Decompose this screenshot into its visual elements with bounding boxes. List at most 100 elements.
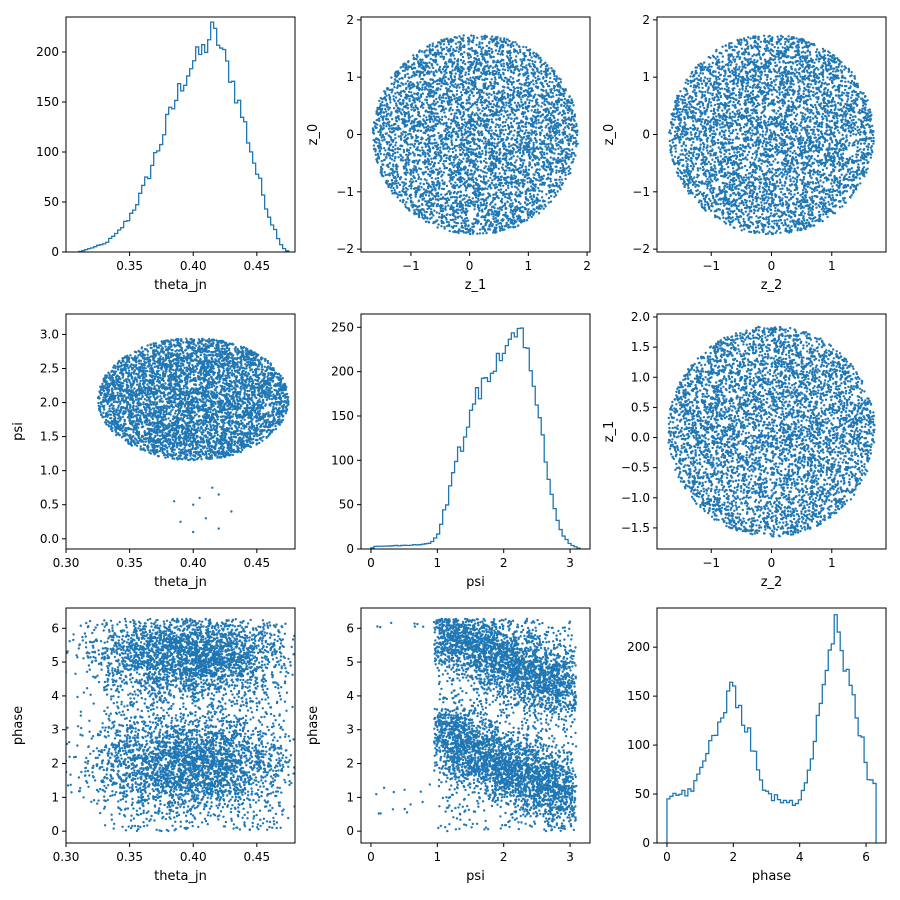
scatter-point bbox=[507, 186, 510, 190]
scatter-point bbox=[480, 130, 483, 133]
scatter-point bbox=[535, 132, 538, 136]
scatter-point bbox=[461, 61, 465, 64]
scatter-point bbox=[466, 109, 470, 112]
scatter-point bbox=[402, 118, 406, 122]
scatter-point bbox=[482, 193, 485, 196]
scatter-point bbox=[479, 124, 482, 127]
scatter-point bbox=[497, 105, 500, 108]
scatter-point bbox=[372, 138, 375, 142]
scatter-point bbox=[575, 124, 578, 128]
scatter-point bbox=[455, 46, 458, 49]
scatter-point bbox=[538, 131, 542, 134]
scatter-point bbox=[392, 152, 395, 156]
scatter-point bbox=[562, 110, 565, 114]
scatter-point bbox=[474, 101, 477, 104]
scatter-point bbox=[529, 117, 532, 121]
scatter-point bbox=[444, 197, 448, 201]
scatter-point bbox=[534, 139, 538, 142]
scatter-point bbox=[498, 229, 502, 232]
scatter-point bbox=[381, 133, 385, 137]
scatter-point bbox=[409, 169, 413, 172]
scatter-point bbox=[514, 225, 517, 229]
scatter-point bbox=[555, 169, 558, 172]
scatter-point bbox=[467, 78, 470, 82]
scatter-point bbox=[444, 76, 447, 79]
scatter-point bbox=[428, 149, 432, 152]
scatter-point bbox=[520, 219, 523, 222]
scatter-point bbox=[467, 37, 471, 41]
scatter-point bbox=[559, 124, 563, 127]
scatter-point bbox=[517, 200, 521, 204]
scatter-point bbox=[426, 45, 429, 48]
scatter-point bbox=[438, 69, 441, 72]
scatter-point bbox=[470, 91, 474, 94]
scatter-point bbox=[448, 190, 451, 193]
scatter-point bbox=[441, 179, 444, 182]
scatter-point bbox=[412, 106, 415, 109]
scatter-point bbox=[547, 176, 550, 179]
scatter-point bbox=[493, 80, 496, 84]
scatter-point bbox=[428, 213, 432, 216]
scatter-point bbox=[526, 144, 529, 148]
scatter-point bbox=[456, 155, 459, 159]
scatter-point bbox=[499, 207, 502, 211]
scatter-point bbox=[521, 173, 525, 176]
scatter-point bbox=[573, 113, 577, 116]
scatter-point bbox=[452, 165, 455, 169]
scatter-point bbox=[483, 107, 486, 111]
scatter-point bbox=[494, 217, 497, 220]
scatter-point bbox=[383, 171, 386, 174]
scatter-point bbox=[492, 193, 495, 196]
scatter-point bbox=[393, 86, 396, 89]
scatter-point bbox=[473, 159, 476, 163]
scatter-point bbox=[476, 214, 480, 217]
scatter-point bbox=[406, 155, 409, 159]
scatter-point bbox=[483, 181, 486, 184]
scatter-point bbox=[487, 85, 490, 88]
scatter-point bbox=[476, 51, 479, 55]
scatter-point bbox=[385, 164, 389, 167]
scatter-point bbox=[533, 110, 536, 114]
scatter-point bbox=[467, 107, 471, 111]
scatter-point bbox=[408, 129, 412, 132]
scatter-point bbox=[406, 197, 409, 200]
scatter-point bbox=[464, 71, 467, 74]
scatter-point bbox=[549, 180, 552, 183]
scatter-point bbox=[508, 158, 511, 161]
scatter-point bbox=[395, 75, 399, 78]
scatter-point bbox=[477, 109, 480, 112]
scatter-point bbox=[433, 74, 436, 77]
scatter-point bbox=[435, 119, 439, 122]
scatter-point bbox=[467, 120, 470, 123]
scatter-point bbox=[520, 83, 523, 86]
scatter-point bbox=[401, 108, 404, 111]
scatter-point bbox=[521, 121, 525, 124]
scatter-point bbox=[401, 189, 404, 193]
scatter-point bbox=[372, 129, 375, 132]
scatter-point bbox=[384, 132, 387, 135]
scatter-point bbox=[532, 51, 535, 54]
scatter-point bbox=[554, 136, 558, 140]
scatter-point bbox=[430, 103, 433, 106]
scatter-point bbox=[543, 103, 546, 106]
scatter-point bbox=[509, 94, 512, 97]
scatter-point bbox=[479, 119, 482, 123]
scatter-point bbox=[502, 190, 505, 194]
scatter-point bbox=[542, 95, 546, 99]
scatter-point bbox=[474, 49, 477, 52]
scatter-point bbox=[417, 187, 420, 190]
scatter-point bbox=[469, 127, 472, 130]
scatter-point bbox=[555, 165, 558, 168]
scatter-point bbox=[436, 183, 439, 186]
scatter-point bbox=[505, 152, 508, 156]
scatter-point bbox=[489, 84, 492, 87]
scatter-point bbox=[450, 45, 453, 48]
scatter-point bbox=[386, 179, 389, 183]
scatter-point bbox=[434, 117, 437, 120]
scatter-point bbox=[441, 109, 444, 112]
scatter-point bbox=[556, 190, 559, 193]
scatter-point bbox=[415, 58, 418, 61]
scatter-point bbox=[544, 136, 547, 139]
scatter-point bbox=[388, 106, 391, 110]
scatter-point bbox=[472, 88, 475, 91]
